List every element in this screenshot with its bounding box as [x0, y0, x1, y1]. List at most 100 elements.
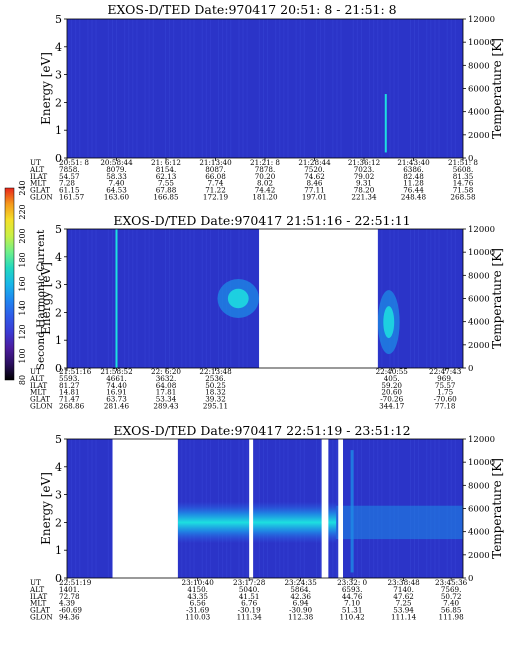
panel-1-texture-streak [238, 19, 240, 158]
panel-2-y2label: Temperature [K] [490, 248, 504, 349]
panel-1-texture-streak [299, 19, 301, 158]
panel-3-cell-ut-3: 23:24:35 [284, 578, 317, 587]
panel-3-cell-mlt-2: 6.76 [241, 599, 257, 608]
panel-1-texture-streak [450, 19, 452, 158]
panel-1-cell-glat-7: 76.44 [403, 186, 424, 195]
panel-1-texture-streak [164, 19, 166, 158]
panel-2-cell-ilat-1: 74.40 [106, 381, 127, 390]
panel-3-cell-ilat-6: 50.72 [441, 592, 462, 601]
panel-1-texture-streak [209, 19, 211, 158]
panel-1-title: EXOS-D/TED Date:970417 20:51: 8 - 21:51:… [107, 2, 396, 17]
panel-2: EXOS-D/TED Date:970417 21:51:16 - 22:51:… [29, 213, 504, 411]
panel-1-cell-glon-2: 166.85 [153, 193, 179, 202]
panel-1-texture-streak [426, 19, 428, 158]
panel-2-cell-glon-4: 344.17 [379, 402, 405, 411]
panel-2-cell-alt-5: 969. [437, 374, 453, 383]
panel-1-cell-glon-0: 161.57 [59, 193, 85, 202]
panel-1-texture-streak [226, 19, 228, 158]
panel-1-texture-streak [242, 19, 244, 158]
panel-1-cell-ut-0: 20:51: 8 [59, 158, 89, 167]
panel-1-texture-streak [111, 19, 113, 158]
panel-3-data-gap-2 [321, 439, 329, 578]
panel-1-texture-streak [71, 19, 73, 158]
panel-2-texture-streak [414, 229, 416, 368]
panel-1-cell-glat-1: 64.53 [106, 186, 127, 195]
panel-2-texture-streak [205, 229, 207, 368]
panel-2-spike-0 [115, 229, 118, 368]
panel-1-cell-ilat-5: 74.62 [304, 172, 325, 181]
panel-2-row-label-alt: ALT [29, 374, 44, 383]
panel-1-y-tick-label-4: 4 [55, 41, 62, 54]
panel-1-cell-alt-1: 8079. [106, 165, 127, 174]
panel-1-cell-mlt-5: 8.46 [306, 179, 322, 188]
panel-1-row-label-ilat: ILAT [30, 172, 47, 181]
panel-3-row-label-alt: ALT [29, 585, 44, 594]
panel-3-cell-ilat-3: 42.36 [290, 592, 311, 601]
panel-2-texture-streak [446, 229, 448, 368]
panel-3-texture-streak [107, 439, 109, 578]
panel-2-y-tick-label-2: 2 [55, 306, 62, 319]
panel-1-texture-streak [189, 19, 191, 158]
panel-3-row-label-glon: GLON [30, 613, 53, 622]
panel-1-texture-streak [258, 19, 260, 158]
panel-1-y2-tick-label-2: 4000 [468, 108, 490, 118]
panel-1-cell-glat-2: 67.88 [156, 186, 177, 195]
panel-3-cell-mlt-0: 4.39 [59, 599, 75, 608]
panel-1-texture-streak [377, 19, 379, 158]
panel-1-texture-streak [275, 19, 277, 158]
colorbar-tick-label-6: 200 [18, 228, 27, 243]
panel-1-cell-glon-4: 181.20 [252, 193, 278, 202]
panel-2-texture-streak [185, 229, 187, 368]
panel-2-texture-streak [438, 229, 440, 368]
panel-3-energy-band [177, 501, 337, 544]
panel-3-data-gap-3 [338, 439, 344, 578]
panel-1-cell-ut-1: 20:58:44 [100, 158, 133, 167]
panel-1-cell-mlt-4: 8.02 [257, 179, 273, 188]
panel-2-cell-glat-4: -70.26 [380, 395, 403, 404]
panel-3-row-label-mlt: MLT [30, 599, 47, 608]
panel-1-texture-streak [295, 19, 297, 158]
panel-2-y-tick-label-3: 3 [55, 279, 62, 292]
panel-1-cell-mlt-1: 7.40 [108, 179, 124, 188]
panel-2-y2-tick-label-4: 8000 [468, 271, 490, 281]
panel-3-plot: 0 1 2 3 4 5 0 2000 4000 6000 8000 10000 12000 Energy … [29, 433, 504, 622]
panel-2-cell-glon-2: 289.43 [153, 402, 179, 411]
panel-3-cell-ilat-1: 43.35 [187, 592, 208, 601]
panel-2-texture-streak [209, 229, 211, 368]
panel-2-texture-streak [128, 229, 130, 368]
panel-2-texture-streak [450, 229, 452, 368]
panel-2-title: EXOS-D/TED Date:970417 21:51:16 - 22:51:… [113, 213, 410, 228]
panel-3-y-tick-label-0: 0 [55, 572, 62, 585]
panel-1-texture-streak [393, 19, 395, 158]
panel-3-y2-tick-label-2: 4000 [468, 528, 490, 538]
panel-2-cell-mlt-0: 14.81 [59, 388, 80, 397]
panel-3-cell-glon-2: 111.34 [237, 613, 263, 622]
panel-3-row-label-ut: UT [30, 578, 41, 587]
panel-1-texture-streak [381, 19, 383, 158]
panel-1-y2-tick-label-0: 0 [468, 154, 473, 164]
panel-2-y2-tick-label-2: 4000 [468, 318, 490, 328]
panel-2-texture-streak [79, 229, 81, 368]
panel-1-cell-mlt-8: 14.76 [453, 179, 474, 188]
panel-2-texture-streak [418, 229, 420, 368]
panel-1-cell-ilat-4: 70.20 [255, 172, 276, 181]
panel-1-texture-streak [316, 19, 318, 158]
panel-2-texture-streak [409, 229, 411, 368]
panel-1-y2-tick-label-6: 12000 [468, 15, 495, 25]
panel-3-row-label-glat: GLAT [30, 606, 50, 615]
panel-1-texture-streak [181, 19, 183, 158]
panel-2-row-label-ut: UT [30, 367, 41, 376]
panel-2-texture-streak [91, 229, 93, 368]
panel-3-cell-glon-0: 94.36 [59, 613, 80, 622]
panel-1-texture-streak [279, 19, 281, 158]
panel-1-cell-glon-7: 248.48 [401, 193, 427, 202]
panel-1-texture-streak [87, 19, 89, 158]
panel-3-texture-streak [79, 439, 81, 578]
panel-1-texture-streak [418, 19, 420, 158]
panel-3-cell-mlt-3: 6.94 [293, 599, 309, 608]
panel-1-texture-streak [434, 19, 436, 158]
panel-1-texture-streak [332, 19, 334, 158]
panel-3-cell-glat-4: 51.31 [342, 606, 363, 615]
panel-1-cell-ut-2: 21: 6:12 [151, 158, 181, 167]
panel-1-cell-ut-7: 21:43:40 [397, 158, 430, 167]
